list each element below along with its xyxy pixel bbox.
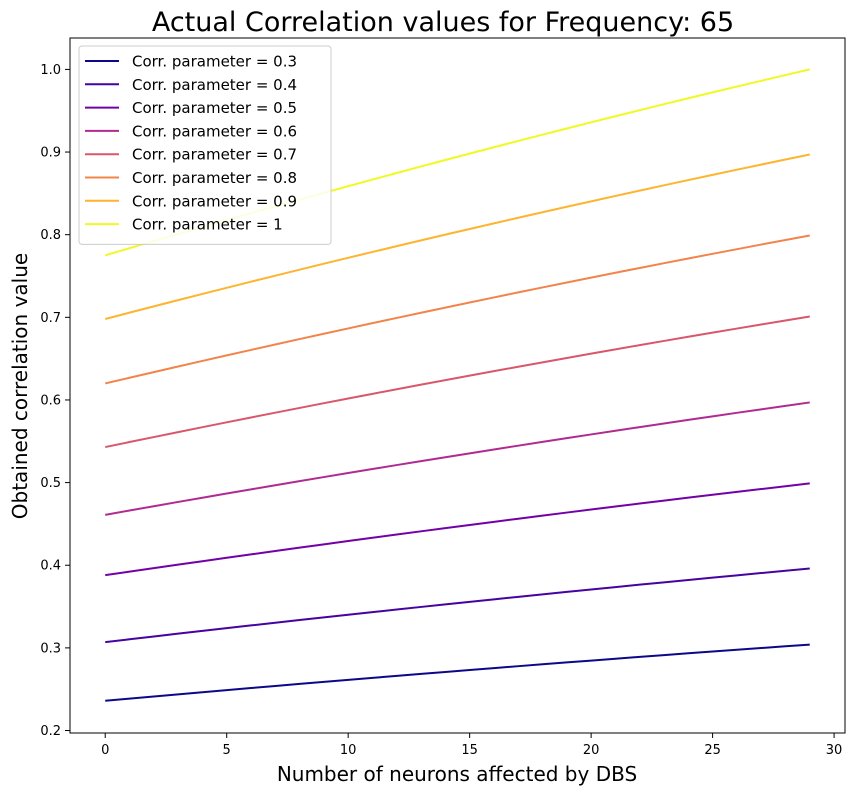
y-tick-label: 0.2 xyxy=(40,724,61,739)
legend-label-3: Corr. parameter = 0.6 xyxy=(132,122,297,140)
y-tick-label: 0.3 xyxy=(40,641,61,656)
x-tick-label: 15 xyxy=(461,743,478,758)
legend-box xyxy=(78,45,332,245)
series-line-1 xyxy=(105,567,810,644)
x-tick-label: 10 xyxy=(340,743,357,758)
series-line-2 xyxy=(105,482,810,577)
x-tick-label: 5 xyxy=(223,743,231,758)
series-line-3 xyxy=(105,401,810,516)
y-tick-label: 0.6 xyxy=(40,393,61,408)
legend-label-0: Corr. parameter = 0.3 xyxy=(132,53,297,71)
plot-lines xyxy=(104,68,810,702)
x-tick-label: 25 xyxy=(704,743,721,758)
y-tick-label: 0.5 xyxy=(40,476,61,491)
y-tick-label: 0.8 xyxy=(40,228,61,243)
y-tick-label: 0.4 xyxy=(40,559,61,574)
legend-label-4: Corr. parameter = 0.7 xyxy=(132,146,297,164)
y-tick-label: 0.9 xyxy=(40,146,61,161)
y-axis: 0.2 0.3 0.4 0.5 0.6 0.7 0.8 0.9 1.0 xyxy=(40,63,70,739)
series-line-5 xyxy=(105,234,810,385)
series-line-6 xyxy=(104,153,810,320)
legend-label-6: Corr. parameter = 0.9 xyxy=(132,192,297,210)
series-line-0 xyxy=(105,643,810,702)
series-line-4 xyxy=(105,315,810,449)
y-tick-label: 0.7 xyxy=(40,311,61,326)
legend-label-7: Corr. parameter = 1 xyxy=(132,216,283,234)
x-tick-label: 0 xyxy=(101,743,109,758)
legend-label-5: Corr. parameter = 0.8 xyxy=(132,169,297,187)
y-axis-label: Obtained correlation value xyxy=(8,253,32,519)
legend: Corr. parameter = 0.3 Corr. parameter = 0… xyxy=(78,45,332,245)
legend-label-2: Corr. parameter = 0.5 xyxy=(132,99,297,117)
x-tick-label: 20 xyxy=(583,743,600,758)
legend-label-1: Corr. parameter = 0.4 xyxy=(132,76,297,94)
y-tick-label: 1.0 xyxy=(40,63,61,78)
chart-title: Actual Correlation values for Frequency:… xyxy=(152,7,734,38)
x-axis: 0 5 10 15 20 25 30 xyxy=(101,733,842,758)
x-axis-label: Number of neurons affected by DBS xyxy=(277,762,637,786)
plot-frame xyxy=(69,37,846,734)
x-tick-label: 30 xyxy=(826,743,843,758)
